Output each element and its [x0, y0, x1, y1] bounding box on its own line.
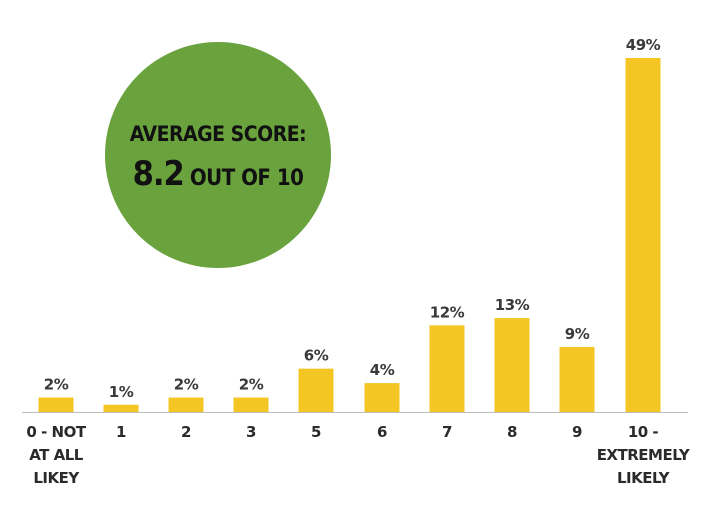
bar-5 — [364, 383, 400, 412]
data-label-9: 49% — [626, 36, 661, 54]
bar-4 — [298, 368, 334, 412]
average-score-suffix: OUT OF 10 — [189, 166, 304, 191]
x-tick-label-8: 9 — [572, 423, 582, 441]
x-tick-label-1: 1 — [116, 423, 126, 441]
x-tick-label-7: 8 — [507, 423, 517, 441]
data-label-2: 2% — [174, 376, 199, 394]
bar-7 — [494, 318, 530, 412]
x-tick-label-6: 7 — [442, 423, 452, 441]
average-score-row: 8.2 OUT OF 10 — [133, 154, 304, 194]
data-label-4: 6% — [304, 347, 329, 365]
average-score-title: AVERAGE SCORE: — [129, 122, 307, 146]
data-label-8: 9% — [565, 325, 590, 343]
x-tick-label-2: 2 — [181, 423, 191, 441]
data-label-5: 4% — [370, 361, 395, 379]
x-tick-label-5: 6 — [377, 423, 387, 441]
average-score-badge: AVERAGE SCORE: 8.2 OUT OF 10 — [105, 42, 331, 268]
average-score-value: 8.2 — [132, 154, 185, 194]
bar-1 — [103, 404, 139, 412]
bar-9 — [625, 58, 661, 412]
x-tick-label-9: 10 -EXTREMELY LIKELY — [597, 423, 691, 487]
data-label-3: 2% — [239, 376, 264, 394]
bar-2 — [168, 397, 204, 412]
bar-0 — [38, 397, 74, 412]
bar-6 — [429, 325, 465, 412]
data-label-6: 12% — [430, 303, 465, 321]
x-tick-label-0: 0 - NOT AT ALL LIKEY — [26, 423, 86, 487]
x-tick-label-3: 3 — [246, 423, 256, 441]
data-label-7: 13% — [495, 296, 530, 314]
x-tick-label-4: 5 — [311, 423, 321, 441]
bar-8 — [559, 346, 595, 412]
bar-3 — [233, 397, 269, 412]
data-label-0: 2% — [44, 376, 69, 394]
data-label-1: 1% — [109, 383, 134, 401]
